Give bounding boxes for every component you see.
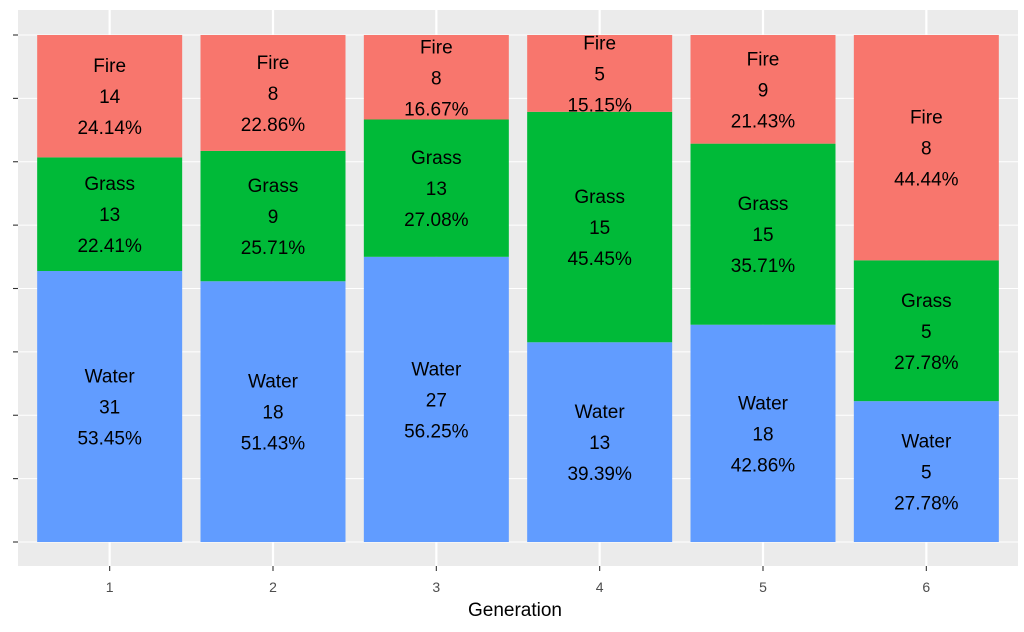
x-axis-title: Generation [468,600,562,621]
segment-percent-label: 24.14% [77,118,142,139]
segment-count-label: 8 [431,68,442,89]
segment-count-label: 8 [921,139,932,160]
bar-segment-water-gen-3 [363,256,509,542]
segment-series-label: Water [248,372,299,393]
segment-count-label: 15 [589,218,610,239]
segment-series-label: Grass [574,187,625,208]
segment-percent-label: 22.86% [241,115,306,136]
segment-series-label: Water [738,393,789,414]
bar-segment-water-gen-2 [200,281,346,542]
segment-series-label: Grass [84,174,135,195]
segment-count-label: 13 [426,179,447,200]
bar-segment-grass-gen-1 [37,157,183,272]
segment-percent-label: 27.78% [894,353,959,374]
bar-segment-grass-gen-2 [200,150,346,282]
segment-percent-label: 25.71% [241,238,306,259]
segment-percent-label: 51.43% [241,434,306,455]
bars [37,35,999,542]
segment-series-label: Fire [93,56,126,77]
segment-percent-label: 56.25% [404,421,469,442]
bar-segment-fire-gen-1 [37,35,183,158]
segment-series-label: Grass [738,194,789,215]
segment-count-label: 27 [426,390,447,411]
segment-series-label: Water [901,432,952,453]
segment-percent-label: 53.45% [77,429,142,450]
x-tick-label: 2 [269,579,277,595]
bar-segment-fire-gen-3 [363,35,509,120]
bar-segment-grass-gen-4 [527,111,673,343]
bar-segment-grass-gen-5 [690,143,836,325]
segment-percent-label: 27.78% [894,494,959,515]
segment-percent-label: 45.45% [567,249,632,270]
segment-count-label: 13 [99,205,120,226]
bar-segment-water-gen-6 [853,401,999,542]
segment-series-label: Grass [901,291,952,312]
segment-count-label: 15 [752,225,773,246]
segment-series-label: Fire [420,37,453,58]
segment-count-label: 5 [921,463,932,484]
segment-count-label: 9 [268,207,279,228]
segment-percent-label: 42.86% [731,455,796,476]
bar-segment-grass-gen-3 [363,119,509,257]
segment-series-label: Fire [747,49,780,70]
segment-count-label: 8 [268,84,279,105]
segment-series-label: Grass [411,148,462,169]
segment-percent-label: 22.41% [77,236,142,257]
segment-count-label: 18 [262,403,283,424]
segment-percent-label: 35.71% [731,256,796,277]
segment-series-label: Grass [248,176,299,197]
bar-segment-water-gen-1 [37,271,183,542]
segment-series-label: Water [85,367,136,388]
data-labels: Water 31 53.45% Grass 13 22.41% Fire 14 24.14% Wa… [77,33,958,514]
segment-series-label: Fire [583,33,616,54]
segment-count-label: 13 [589,433,610,454]
bar-segment-fire-gen-6 [853,35,999,261]
bar-segment-fire-gen-5 [690,35,836,144]
segment-count-label: 14 [99,87,121,108]
bar-segment-grass-gen-6 [853,260,999,402]
bar-segment-water-gen-5 [690,324,836,542]
x-axis: 1 2 3 4 5 6 [13,34,930,595]
segment-percent-label: 15.15% [567,95,632,116]
segment-series-label: Water [575,402,626,423]
segment-percent-label: 27.08% [404,210,469,231]
segment-series-label: Fire [910,108,943,129]
segment-count-label: 31 [99,398,120,419]
x-tick-label: 1 [106,579,114,595]
x-tick-label: 5 [759,579,767,595]
segment-series-label: Fire [257,53,290,74]
segment-count-label: 18 [752,424,773,445]
segment-count-label: 9 [758,80,769,101]
segment-percent-label: 21.43% [731,111,796,132]
segment-count-label: 5 [594,64,605,85]
segment-percent-label: 16.67% [404,99,469,120]
bar-segment-fire-gen-2 [200,35,346,151]
x-tick-label: 4 [596,579,604,595]
segment-percent-label: 39.39% [567,464,632,485]
bar-segment-water-gen-4 [527,342,673,542]
bar-segment-fire-gen-4 [527,35,673,112]
segment-count-label: 5 [921,322,932,343]
x-tick-label: 6 [922,579,930,595]
x-tick-label: 3 [432,579,440,595]
segment-series-label: Water [411,359,462,380]
segment-percent-label: 44.44% [894,170,959,191]
